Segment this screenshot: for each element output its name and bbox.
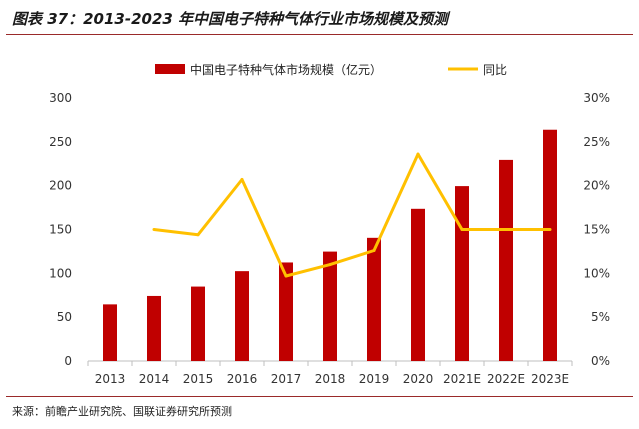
x-tick-label: 2016 (227, 372, 258, 386)
left-tick-label: 50 (57, 310, 72, 324)
legend-bar-swatch (155, 64, 185, 74)
yoy-point (284, 274, 288, 278)
x-tick-label: 2015 (183, 372, 214, 386)
bar (235, 271, 249, 361)
left-tick-label: 0 (64, 354, 72, 368)
left-axis: 0 50 100 150 200 250 300 (49, 91, 72, 368)
x-tick-label: 2014 (139, 372, 170, 386)
right-axis: 0% 5% 10% 15% 20% 25% 30% (583, 91, 610, 368)
legend-line-label: 同比 (483, 63, 507, 77)
line-series (152, 152, 552, 278)
right-tick-label: 20% (583, 179, 610, 193)
yoy-point (548, 228, 552, 231)
legend-bar-label: 中国电子特种气体市场规模（亿元） (190, 62, 382, 77)
bar (499, 159, 513, 361)
bar (543, 129, 557, 361)
yoy-point (196, 233, 200, 237)
bar (147, 295, 161, 361)
yoy-line (153, 152, 550, 278)
bar-series (103, 129, 557, 361)
title-divider (6, 34, 633, 35)
yoy-point (240, 178, 244, 182)
x-tick-label: 2017 (271, 372, 302, 386)
bar (455, 186, 469, 361)
left-tick-label: 150 (49, 223, 72, 237)
left-tick-label: 200 (49, 179, 72, 193)
right-tick-label: 15% (583, 223, 610, 237)
x-tick-label: 2019 (359, 372, 390, 386)
x-axis: 2013 2014 2015 2016 2017 2018 2019 2020 2021E 202… (87, 361, 573, 386)
figure-title: 图表 37：2013-2023 年中国电子特种气体行业市场规模及预测 (12, 10, 449, 28)
bar (323, 251, 337, 361)
yoy-point (416, 152, 420, 156)
source-divider (6, 396, 633, 397)
x-tick-label: 2018 (315, 372, 346, 386)
bar (103, 304, 117, 361)
x-tick-label: 2013 (95, 372, 126, 386)
right-tick-label: 10% (583, 266, 610, 280)
yoy-point (152, 228, 156, 231)
left-tick-label: 250 (49, 135, 72, 149)
yoy-point (460, 228, 464, 231)
bar (367, 237, 381, 361)
right-tick-label: 30% (583, 91, 610, 105)
bar (191, 286, 205, 361)
right-tick-label: 25% (583, 135, 610, 149)
right-tick-label: 0% (591, 354, 610, 368)
left-tick-label: 100 (49, 266, 72, 280)
bar (279, 262, 293, 361)
yoy-point (372, 249, 376, 253)
x-tick-label: 2023E (531, 372, 569, 386)
legend: 中国电子特种气体市场规模（亿元） 同比 (155, 62, 507, 77)
yoy-point (328, 263, 332, 267)
x-tick-label: 2022E (487, 372, 525, 386)
right-tick-label: 5% (591, 310, 610, 324)
x-tick-label: 2020 (403, 372, 434, 386)
left-tick-label: 300 (49, 91, 72, 105)
source-note: 来源：前瞻产业研究院、国联证券研究所预测 (12, 405, 232, 418)
bar (411, 208, 425, 361)
yoy-point (504, 228, 508, 231)
x-tick-label: 2021E (443, 372, 481, 386)
